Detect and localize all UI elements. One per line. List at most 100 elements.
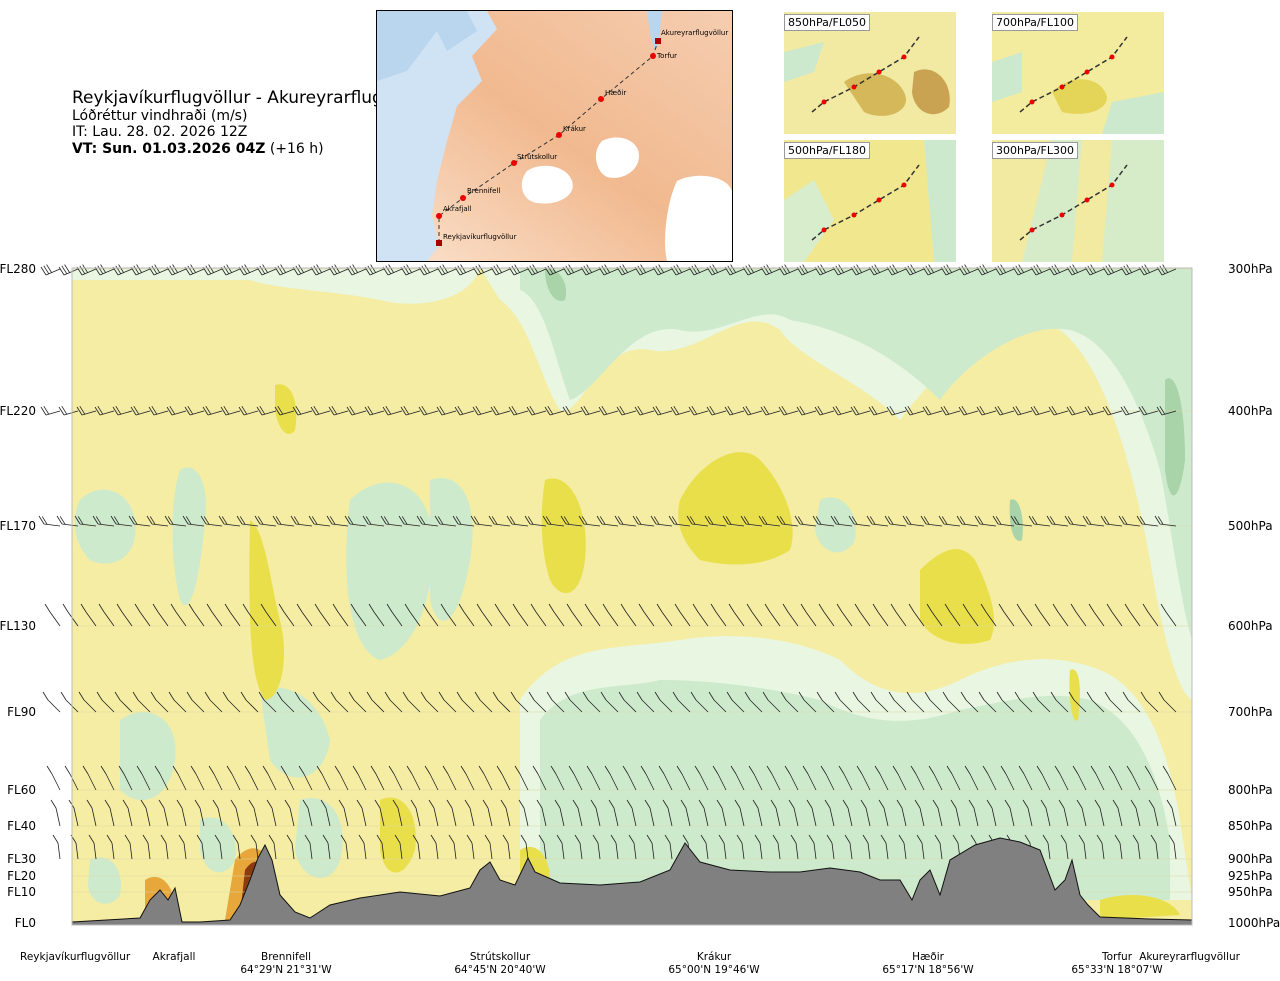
barb-flag	[672, 691, 679, 701]
barb-flag	[1156, 406, 1163, 416]
barb-shaft	[139, 611, 151, 627]
wind-barb	[958, 264, 979, 276]
barb-flag	[478, 264, 484, 273]
wind-barb	[428, 799, 439, 827]
barb-flag	[240, 691, 247, 701]
barb-flag	[1082, 515, 1089, 525]
barb-flag	[868, 406, 875, 416]
barb-shaft	[549, 410, 565, 416]
barb-shaft	[1119, 842, 1123, 860]
barb-flag	[122, 799, 129, 809]
barb-flag	[1087, 405, 1094, 415]
wind-barb	[344, 515, 367, 527]
wind-barb	[996, 691, 1015, 713]
barb-flag	[133, 265, 140, 275]
barb-shaft	[623, 699, 637, 713]
barb-shaft	[603, 268, 619, 276]
barb-flag	[61, 405, 68, 415]
wind-barb	[844, 834, 853, 860]
map-label-brennifell: Brennifell	[467, 187, 500, 195]
barb-flag	[460, 765, 467, 775]
barb-flag	[106, 834, 113, 844]
barb-flag	[674, 603, 681, 613]
barb-shaft	[1071, 268, 1087, 276]
wind-barb	[420, 691, 439, 713]
wind-barb	[46, 765, 61, 791]
barb-shaft	[147, 842, 151, 860]
wind-barb	[896, 799, 907, 827]
barb-flag	[385, 265, 392, 275]
contour-region-17	[545, 269, 566, 301]
barb-shaft	[735, 773, 745, 791]
barb-flag	[712, 264, 718, 273]
barb-flag	[40, 266, 47, 276]
wind-barb	[698, 799, 709, 827]
barb-flag	[854, 603, 861, 613]
barb-shaft	[627, 773, 637, 791]
barb-flag	[130, 406, 137, 416]
wind-barb	[272, 515, 295, 527]
barb-flag	[730, 264, 736, 273]
barb-flag	[1159, 405, 1166, 415]
barb-shaft	[1037, 699, 1051, 713]
barb-flag	[1148, 799, 1155, 809]
barb-shaft	[345, 842, 349, 860]
barb-shaft	[171, 268, 187, 276]
barb-flag	[673, 405, 680, 415]
barb-flag	[812, 515, 819, 525]
barb-flag	[115, 405, 122, 415]
barb-shaft	[837, 410, 853, 416]
barb-flag	[46, 765, 53, 775]
wind-barb	[942, 691, 961, 713]
barb-flag	[100, 264, 106, 273]
barb-shaft	[775, 807, 781, 827]
barb-shaft	[885, 842, 889, 860]
barb-flag	[802, 264, 808, 273]
barb-shaft	[817, 523, 835, 527]
wind-barb	[40, 405, 61, 416]
barb-shaft	[1053, 268, 1069, 276]
barb-shaft	[99, 268, 115, 276]
barb-flag	[115, 265, 122, 275]
barb-flag	[1072, 264, 1078, 273]
wind-barb	[1058, 799, 1069, 827]
contour-region-2	[72, 268, 480, 304]
barb-flag	[248, 799, 255, 809]
wind-barb	[392, 799, 403, 827]
inset-300-graphic	[992, 140, 1164, 262]
barb-flag	[962, 603, 969, 613]
barb-flag	[601, 265, 608, 275]
barb-shaft	[1071, 410, 1087, 416]
wind-barb	[382, 405, 403, 416]
barb-flag	[818, 603, 825, 613]
barb-flag	[748, 264, 754, 273]
wind-barb	[718, 834, 727, 860]
barb-shaft	[751, 611, 763, 627]
barb-shaft	[213, 773, 223, 791]
barb-flag	[294, 691, 301, 701]
barb-flag	[205, 265, 212, 275]
barb-shaft	[613, 807, 619, 827]
barb-flag	[61, 265, 68, 275]
barb-flag	[439, 265, 446, 275]
barb-flag	[907, 405, 914, 415]
barb-flag	[583, 265, 590, 275]
barb-shaft	[373, 611, 385, 627]
contour-region-29	[1100, 895, 1180, 920]
wind-barb	[236, 515, 259, 527]
barb-shaft	[1081, 807, 1087, 827]
barb-flag	[1114, 834, 1121, 844]
barb-flag	[493, 265, 500, 275]
glacier-hofsjokull	[595, 137, 639, 178]
barb-shaft	[387, 410, 403, 416]
wind-barb	[458, 603, 475, 627]
barb-shaft	[423, 410, 439, 416]
wind-barb	[1154, 515, 1177, 527]
barb-shaft	[861, 773, 871, 791]
barb-flag	[496, 765, 503, 775]
barb-shaft	[85, 611, 97, 627]
barb-flag	[928, 765, 935, 775]
barb-flag	[562, 406, 569, 416]
barb-shaft	[195, 773, 205, 791]
barb-shaft	[867, 842, 871, 860]
